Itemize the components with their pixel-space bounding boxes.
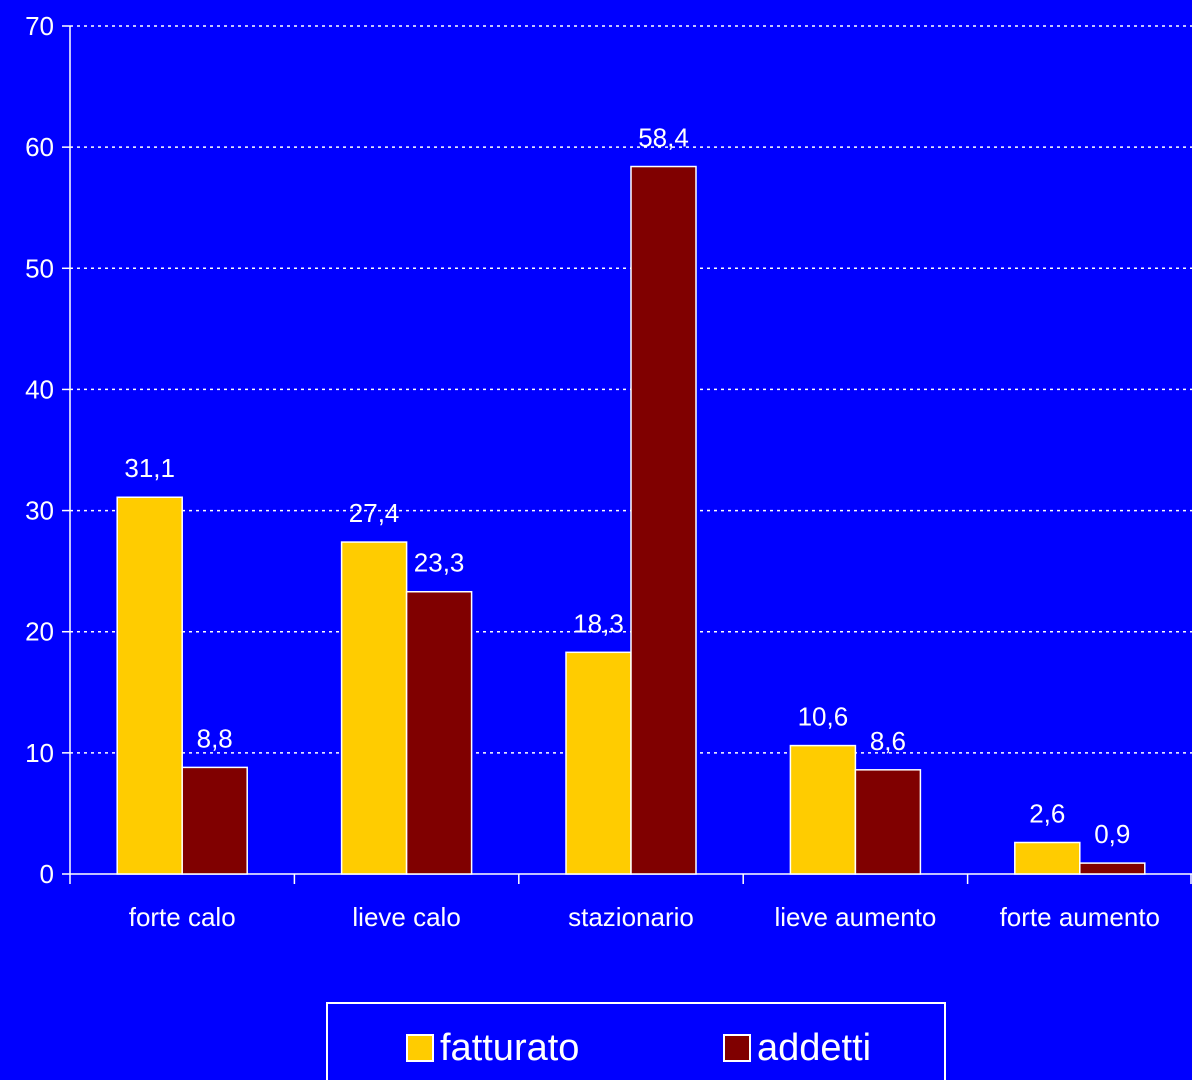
y-tick-label: 70 bbox=[25, 11, 54, 41]
legend: fatturato addetti bbox=[326, 1002, 946, 1080]
data-label-addetti: 0,9 bbox=[1094, 819, 1130, 849]
y-tick-label: 60 bbox=[25, 132, 54, 162]
data-label-addetti: 8,8 bbox=[197, 723, 233, 753]
x-tick-label: stazionario bbox=[568, 902, 694, 932]
bar-addetti bbox=[405, 590, 473, 875]
data-label-addetti: 23,3 bbox=[414, 548, 465, 578]
data-label-fatturato: 18,3 bbox=[573, 608, 624, 638]
x-tick-label: lieve aumento bbox=[774, 902, 936, 932]
bar-fatturato bbox=[565, 651, 632, 875]
x-tick-label: forte aumento bbox=[1000, 902, 1160, 932]
bar-addetti bbox=[1079, 862, 1146, 875]
legend-label-fatturato: fatturato bbox=[440, 1027, 580, 1069]
legend-swatch-fatturato bbox=[406, 1034, 434, 1062]
data-label-fatturato: 10,6 bbox=[798, 702, 849, 732]
bar-addetti bbox=[854, 769, 922, 875]
y-tick-label: 0 bbox=[40, 859, 54, 889]
y-tick-label: 40 bbox=[25, 374, 54, 404]
data-label-fatturato: 27,4 bbox=[349, 498, 400, 528]
data-label-fatturato: 31,1 bbox=[124, 453, 175, 483]
plot-area: 0 10 20 30 40 50 60 70 31,1 8,8 forte calo 27,4 23,3… bbox=[25, 11, 1192, 932]
x-tick-label: forte calo bbox=[129, 902, 236, 932]
data-label-fatturato: 2,6 bbox=[1029, 799, 1065, 829]
x-tick-label: lieve calo bbox=[352, 902, 460, 932]
data-label-addetti: 8,6 bbox=[870, 726, 906, 756]
bar-fatturato bbox=[1014, 841, 1081, 875]
legend-swatch-addetti bbox=[723, 1034, 751, 1062]
bar-fatturato bbox=[340, 541, 408, 875]
y-tick-label: 30 bbox=[25, 496, 54, 526]
bar-fatturato bbox=[116, 496, 183, 875]
data-label-addetti: 58,4 bbox=[638, 123, 689, 153]
y-tick-label: 50 bbox=[25, 253, 54, 283]
bar-addetti bbox=[630, 165, 697, 875]
bar-fatturato bbox=[789, 744, 857, 875]
legend-label-addetti: addetti bbox=[757, 1027, 872, 1069]
legend-item-fatturato: fatturato bbox=[406, 1028, 579, 1068]
bar-addetti bbox=[181, 766, 248, 875]
y-tick-label: 20 bbox=[25, 617, 54, 647]
y-tick-label: 10 bbox=[25, 738, 54, 768]
legend-item-addetti: addetti bbox=[723, 1028, 871, 1068]
